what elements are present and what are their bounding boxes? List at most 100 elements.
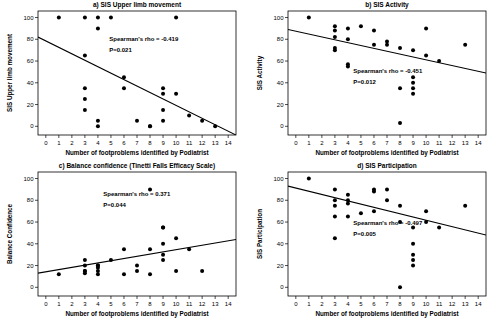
x-tick [465,135,466,138]
data-point [398,121,402,125]
x-tick-label: 2 [320,301,324,307]
data-point [463,43,467,47]
x-tick-label: 0 [44,140,48,146]
y-axis-label: Balance Confidence [6,203,13,264]
data-point [148,272,152,276]
data-point [83,271,87,275]
data-point [372,209,376,213]
y-tick [285,243,288,244]
x-tick-label: 11 [436,301,443,307]
x-tick-label: 0 [294,140,298,146]
x-axis-label: Number of footproblems identified by Pod… [315,149,459,157]
data-point [135,119,139,123]
x-tick-label: 8 [398,140,402,146]
x-tick-label: 1 [57,140,61,146]
data-point [398,285,402,289]
x-tick [189,296,190,299]
x-tick [334,135,335,138]
data-point [411,81,415,85]
x-tick-label: 5 [109,301,113,307]
x-tick [347,296,348,299]
x-tick [360,296,361,299]
annotation: Spearman's rho = -0.451 [353,68,423,74]
x-tick-label: 12 [449,140,456,146]
x-tick [452,296,453,299]
x-tick [465,296,466,299]
data-point [333,236,337,240]
data-point [161,119,165,123]
y-tick [35,104,38,105]
y-tick-label: 60 [277,58,284,64]
x-tick-label: 12 [199,301,206,307]
data-point [96,272,100,276]
x-tick-label: 14 [475,140,482,146]
x-tick [84,296,85,299]
data-point [161,242,165,246]
y-tick-label: 60 [27,58,34,64]
data-point [359,24,363,28]
y-tick [35,287,38,288]
annotation: P=0.005 [353,231,376,237]
data-point [424,209,428,213]
data-point [424,54,428,58]
data-point [411,264,415,268]
data-point [346,202,350,206]
x-tick-label: 8 [148,140,152,146]
data-point [437,225,441,229]
y-tick-label: 40 [27,241,34,247]
x-tick-label: 12 [449,301,456,307]
data-point [161,258,165,262]
data-point [148,247,152,251]
x-tick-label: 14 [225,140,232,146]
y-axis-label: SIS Activity [256,55,264,90]
y-tick [285,265,288,266]
data-point [333,35,337,39]
annotation: P=0.012 [353,79,376,85]
x-tick-label: 13 [462,140,469,146]
x-tick-label: 11 [436,140,443,146]
y-tick-label: 20 [27,263,34,269]
data-point [174,236,178,240]
x-tick [176,296,177,299]
data-point [135,264,139,268]
y-tick [285,126,288,127]
x-axis-label: Number of footproblems identified by Pod… [65,310,209,318]
x-tick [478,296,479,299]
x-tick-label: 11 [186,140,193,146]
data-point [161,92,165,96]
x-tick [228,135,229,138]
data-point [346,64,350,68]
data-point [372,29,376,33]
y-tick [285,287,288,288]
data-point [96,124,100,128]
x-tick [176,135,177,138]
x-tick-label: 3 [83,301,87,307]
panel-title: d) SIS Participation [357,162,417,170]
data-area [38,16,236,135]
data-point [187,113,191,117]
data-point [83,16,87,20]
plot-frame [288,11,486,135]
x-tick-label: 9 [411,301,415,307]
x-tick [189,135,190,138]
x-tick-label: 10 [423,301,430,307]
x-tick-label: 3 [333,301,337,307]
x-tick [373,135,374,138]
x-tick-label: 8 [398,301,402,307]
panel: b) SIS Activity0123456789101112131402040… [256,1,486,157]
data-point [411,48,415,52]
y-tick-label: 0 [280,284,284,290]
x-tick [400,296,401,299]
x-tick [452,135,453,138]
panel: a) SIS Upper limb movement01234567891011… [6,1,236,157]
data-point [57,272,61,276]
data-point [359,211,363,215]
trend-line [288,186,486,235]
y-tick [285,178,288,179]
annotation: Spearman's rho = 0.371 [103,191,171,197]
panel-title: a) SIS Upper limb movement [93,1,182,9]
data-point [333,198,337,202]
x-tick [387,135,388,138]
x-tick [308,296,309,299]
x-tick-label: 10 [423,140,430,146]
